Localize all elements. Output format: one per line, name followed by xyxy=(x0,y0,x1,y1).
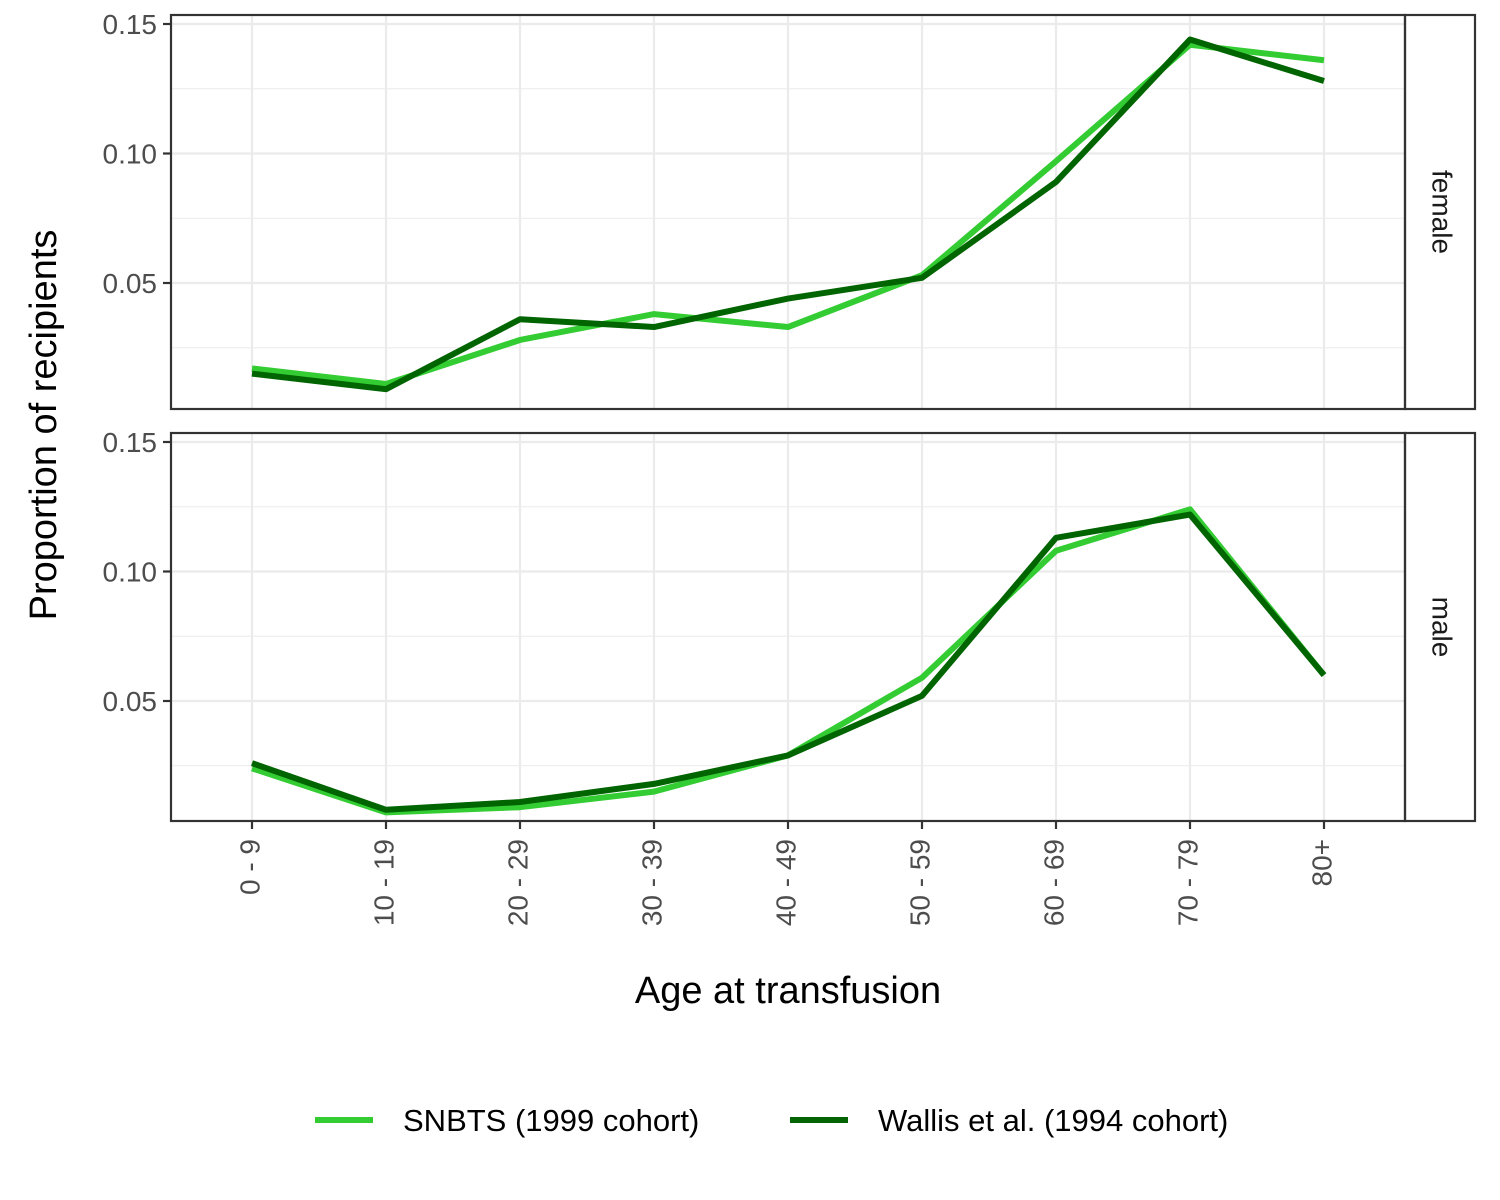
x-axis-title: Age at transfusion xyxy=(635,970,941,1012)
legend-item: Wallis et al. (1994 cohort) xyxy=(790,1103,1228,1138)
legend-label: Wallis et al. (1994 cohort) xyxy=(878,1103,1228,1138)
series-line-wallis-et-al-1994-cohort xyxy=(251,511,1327,813)
y-tick-label: 0.15 xyxy=(103,9,158,40)
series-line-wallis-et-al-1994-cohort xyxy=(251,36,1325,393)
x-tick-label: 70 - 79 xyxy=(1172,839,1203,926)
y-tick-label: 0.10 xyxy=(103,557,158,588)
strip-border xyxy=(1403,13,1477,411)
x-tick-label: 20 - 29 xyxy=(502,839,533,926)
legend: SNBTS (1999 cohort) Wallis et al. (1994 c… xyxy=(315,1103,1228,1138)
y-tick-label: 0.05 xyxy=(103,268,158,299)
y-tick-label: 0.15 xyxy=(103,427,158,458)
x-tick-label: 40 - 49 xyxy=(770,839,801,926)
chart-panels: female 0.05 0.10 0.15 male 0.05 0.10 0.15 xyxy=(103,9,1477,823)
y-axis-title: Proportion of recipients xyxy=(23,230,65,621)
x-tick-label: 80+ xyxy=(1306,839,1337,887)
x-axis: 0 - 9 10 - 19 20 - 29 30 - 39 40 - 49 50 - 59… xyxy=(234,821,1337,926)
strip-label: female xyxy=(1427,170,1458,254)
x-tick-label: 0 - 9 xyxy=(234,839,265,895)
legend-label: SNBTS (1999 cohort) xyxy=(403,1103,699,1138)
y-tick-label: 0.05 xyxy=(103,686,158,717)
strip-label: male xyxy=(1427,597,1458,658)
x-tick-label: 60 - 69 xyxy=(1038,839,1069,926)
panel-male: male 0.05 0.10 0.15 xyxy=(103,427,1477,823)
y-tick-label: 0.10 xyxy=(103,139,158,170)
panel-female: female 0.05 0.10 0.15 xyxy=(103,9,1477,411)
x-tick-label: 30 - 39 xyxy=(636,839,667,926)
x-tick-label: 50 - 59 xyxy=(904,839,935,926)
legend-item: SNBTS (1999 cohort) xyxy=(315,1103,699,1138)
x-tick-label: 10 - 19 xyxy=(368,839,399,926)
strip-border xyxy=(1403,431,1477,823)
